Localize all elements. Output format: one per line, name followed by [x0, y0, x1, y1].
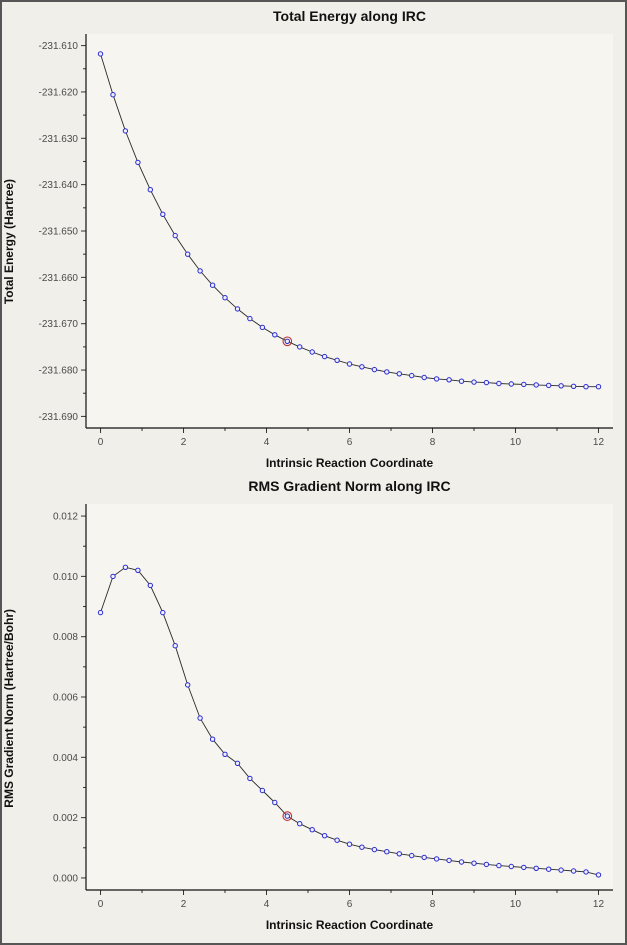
svg-text:0.012: 0.012: [53, 512, 78, 523]
svg-text:10: 10: [510, 899, 522, 910]
total-energy-x-axis-label: Intrinsic Reaction Coordinate: [265, 456, 434, 470]
svg-text:-231.690: -231.690: [39, 412, 79, 423]
svg-text:-231.650: -231.650: [39, 227, 79, 238]
svg-text:0: 0: [98, 899, 104, 910]
svg-text:-231.620: -231.620: [39, 87, 79, 98]
total-energy-y-axis-label: Total Energy (Hartree): [2, 179, 16, 305]
svg-text:0.000: 0.000: [53, 873, 78, 884]
svg-text:6: 6: [347, 899, 353, 910]
svg-text:2: 2: [181, 437, 187, 448]
svg-text:0.004: 0.004: [53, 753, 78, 764]
svg-text:4: 4: [264, 437, 270, 448]
svg-text:-231.670: -231.670: [39, 319, 79, 330]
total-energy-chart: Total Energy along IRC Total Energy (Har…: [2, 4, 625, 472]
rms-gradient-chart-body: RMS Gradient Norm (Hartree/Bohr) 0 2 4 6 8 10…: [2, 496, 625, 920]
svg-text:0.006: 0.006: [53, 693, 78, 704]
svg-text:0.008: 0.008: [53, 632, 78, 643]
svg-text:0.010: 0.010: [53, 572, 78, 583]
rms-gradient-x-axis-label: Intrinsic Reaction Coordinate: [265, 918, 434, 932]
svg-text:8: 8: [430, 899, 436, 910]
svg-text:0: 0: [98, 437, 104, 448]
rms-gradient-chart: RMS Gradient Norm along IRC RMS Gradient…: [2, 474, 625, 934]
total-energy-chart-body: Total Energy (Hartree) 0 2 4 6 8 10 12 -231.610…: [2, 26, 625, 458]
svg-text:8: 8: [430, 437, 436, 448]
svg-text:2: 2: [181, 899, 187, 910]
svg-text:4: 4: [264, 899, 270, 910]
total-energy-plot-canvas[interactable]: 0 2 4 6 8 10 12 -231.610 -231.620 -231.630 -231.64…: [22, 26, 625, 458]
svg-text:12: 12: [593, 899, 605, 910]
rms-gradient-plot-canvas[interactable]: 0 2 4 6 8 10 12 0.000 0.002 0.004 0.006 0.008 0.010 0…: [22, 496, 625, 920]
svg-text:6: 6: [347, 437, 353, 448]
svg-text:0.002: 0.002: [53, 813, 78, 824]
svg-text:-231.640: -231.640: [39, 180, 79, 191]
rms-gradient-chart-title: RMS Gradient Norm along IRC: [248, 478, 451, 494]
svg-text:12: 12: [593, 437, 605, 448]
svg-text:-231.680: -231.680: [39, 366, 79, 377]
total-energy-chart-title: Total Energy along IRC: [273, 8, 426, 24]
svg-text:-231.610: -231.610: [39, 41, 79, 52]
svg-text:-231.630: -231.630: [39, 134, 79, 145]
svg-text:10: 10: [510, 437, 522, 448]
rms-gradient-y-axis-label: RMS Gradient Norm (Hartree/Bohr): [2, 608, 16, 808]
svg-text:-231.660: -231.660: [39, 273, 79, 284]
